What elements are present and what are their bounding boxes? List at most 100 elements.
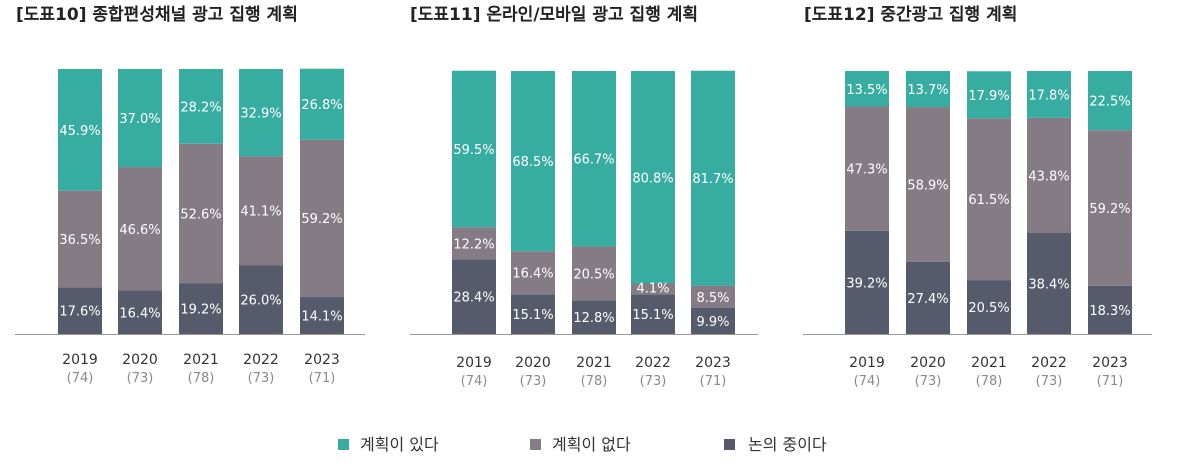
chart-title-12: [도표12] 중간광고 집행 계획 (804, 5, 1017, 25)
year-label-1-3: 2022 (635, 355, 671, 371)
bar-segment-1-2-2 (572, 71, 616, 247)
chart-2: 39.2% 47.3% 13.5% 2019 (74) 27.4% 58.9% 13.7% 20… (803, 71, 1152, 389)
bar-label-2-0-1: 47.3% (846, 163, 887, 178)
bar-label-1-3-2: 80.8% (632, 171, 673, 186)
year-label-2-3: 2022 (1031, 355, 1067, 371)
year-label-0-4: 2023 (304, 352, 340, 368)
bar-segment-1-1-0 (511, 294, 555, 334)
bar-segment-2-2-1 (967, 118, 1011, 281)
year-label-0-2: 2021 (183, 352, 219, 368)
bar-label-1-0-1: 12.2% (453, 237, 494, 252)
year-label-0-3: 2022 (243, 352, 279, 368)
chart-1: 28.4% 12.2% 59.5% 2019 (74) 15.1% 16.4% 68.5% 20… (410, 70, 758, 389)
bar-label-2-1-1: 58.9% (907, 178, 948, 193)
sample-size-label-1-0: (74) (461, 374, 488, 389)
sample-size-label-1-1: (73) (520, 374, 547, 389)
bar-segment-0-1-0 (118, 290, 162, 334)
bar-segment-2-2-0 (967, 280, 1011, 334)
bar-label-1-4-0: 9.9% (696, 315, 729, 330)
sample-size-label-0-0: (74) (67, 371, 94, 386)
sample-size-label-1-3: (73) (640, 374, 667, 389)
sample-size-label-0-3: (73) (248, 371, 275, 386)
bar-segment-0-0-2 (58, 69, 102, 191)
legend-label-discussing: 논의 중이다 (748, 435, 827, 454)
bar-label-0-3-2: 32.9% (240, 107, 281, 122)
bar-label-0-4-1: 59.2% (301, 212, 342, 227)
bar-label-1-1-2: 68.5% (512, 155, 553, 170)
sample-size-label-0-1: (73) (127, 371, 154, 386)
sample-size-label-2-3: (73) (1036, 374, 1063, 389)
bar-label-0-4-0: 14.1% (301, 309, 342, 324)
bar-segment-2-4-1 (1088, 130, 1132, 286)
bar-segment-1-4-1 (691, 285, 735, 308)
bar-segment-1-0-1 (452, 227, 496, 260)
bar-segment-1-4-0 (691, 307, 735, 334)
legend: 계획이 있다 계획이 없다 논의 중이다 (338, 435, 827, 454)
bar-label-0-1-0: 16.4% (119, 306, 160, 321)
bar-label-0-4-2: 26.8% (301, 98, 342, 113)
bar-label-1-1-1: 16.4% (512, 267, 553, 282)
bar-segment-0-1-1 (118, 167, 162, 291)
bar-segment-1-3-2 (631, 71, 675, 284)
charts-group: 17.6% 36.5% 45.9% 2019 (74) 16.4% 46.6% 37.0% 20… (15, 68, 1152, 389)
bar-segment-1-4-2 (691, 70, 735, 286)
bar-label-1-2-2: 66.7% (573, 153, 614, 168)
bar-label-1-0-0: 28.4% (453, 291, 494, 306)
bar-segment-1-0-0 (452, 259, 496, 334)
bar-segment-0-4-2 (300, 68, 344, 140)
bar-segment-1-1-2 (511, 71, 555, 252)
bar-label-0-0-0: 17.6% (59, 305, 100, 320)
bar-segment-0-1-2 (118, 69, 162, 168)
bar-segment-1-2-0 (572, 300, 616, 334)
bar-segment-0-0-1 (58, 190, 102, 288)
bar-label-0-2-0: 19.2% (180, 303, 221, 318)
year-label-1-4: 2023 (695, 355, 731, 371)
bar-label-0-2-2: 28.2% (180, 100, 221, 115)
year-label-2-4: 2023 (1092, 355, 1128, 371)
bar-label-2-0-0: 39.2% (846, 276, 887, 291)
sample-size-label-2-2: (78) (976, 374, 1003, 389)
bar-label-2-3-2: 17.8% (1028, 88, 1069, 103)
bar-label-0-3-0: 26.0% (240, 294, 281, 309)
bar-label-2-2-1: 61.5% (968, 193, 1009, 208)
bar-label-2-4-1: 59.2% (1089, 202, 1130, 217)
sample-size-label-0-2: (78) (188, 371, 215, 386)
bar-label-1-3-0: 15.1% (632, 308, 673, 323)
bar-segment-2-2-2 (967, 71, 1011, 119)
year-label-1-2: 2021 (576, 355, 612, 371)
bar-segment-2-3-1 (1027, 117, 1071, 234)
bar-label-1-4-2: 81.7% (692, 172, 733, 187)
year-label-0-1: 2020 (122, 352, 158, 368)
bar-label-0-0-1: 36.5% (59, 233, 100, 248)
bar-segment-0-2-0 (179, 283, 223, 334)
bar-label-2-0-2: 13.5% (846, 83, 887, 98)
bar-segment-0-3-0 (239, 265, 283, 334)
bar-segment-2-1-1 (906, 107, 950, 262)
chart-title-11: [도표11] 온라인/모바일 광고 집행 계획 (410, 5, 698, 25)
bar-segment-2-3-2 (1027, 71, 1071, 118)
bar-segment-2-3-0 (1027, 233, 1071, 334)
bar-segment-0-0-0 (58, 287, 102, 334)
bar-segment-0-4-0 (300, 296, 344, 334)
bar-label-2-2-0: 20.5% (968, 301, 1009, 316)
bar-segment-2-4-2 (1088, 71, 1132, 131)
bar-label-0-0-2: 45.9% (59, 124, 100, 139)
bar-segment-0-2-1 (179, 143, 223, 284)
year-label-0-0: 2019 (62, 352, 98, 368)
year-label-2-2: 2021 (971, 355, 1007, 371)
sample-size-label-2-4: (71) (1097, 374, 1124, 389)
chart-0: 17.6% 36.5% 45.9% 2019 (74) 16.4% 46.6% 37.0% 20… (15, 68, 365, 386)
bar-label-0-1-1: 46.6% (119, 223, 160, 238)
chart-title-10: [도표10] 종합편성채널 광고 집행 계획 (16, 4, 298, 25)
bar-segment-2-0-1 (845, 106, 889, 231)
bar-label-1-2-0: 12.8% (573, 311, 614, 326)
bar-segment-1-0-2 (452, 70, 496, 228)
legend-swatch-no-plan (530, 439, 541, 450)
bar-segment-0-4-1 (300, 139, 344, 297)
legend-swatch-planned (338, 439, 349, 450)
bar-segment-0-2-2 (179, 69, 223, 144)
bar-label-1-2-1: 20.5% (573, 267, 614, 282)
legend-label-no-plan: 계획이 없다 (552, 435, 631, 454)
